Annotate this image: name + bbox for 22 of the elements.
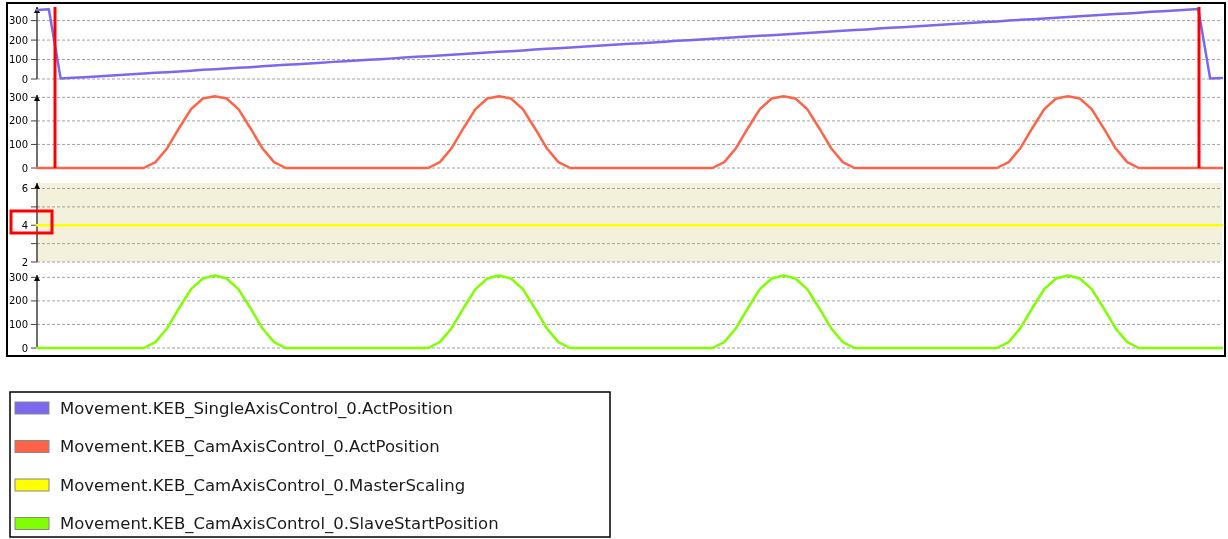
y-tick-label: 0 xyxy=(21,162,28,174)
legend-label: Movement.KEB_CamAxisControl_0.ActPosition xyxy=(60,437,440,458)
line-series xyxy=(35,274,1224,350)
y-tick-label: 200 xyxy=(8,115,28,127)
legend-label: Movement.KEB_CamAxisControl_0.SlaveStartPosition xyxy=(60,514,499,535)
y-tick-label: 300 xyxy=(8,15,28,27)
y-tick-label: 2 xyxy=(21,256,28,268)
y-tick-label: 0 xyxy=(21,73,28,85)
y-tick-label: 200 xyxy=(8,295,28,307)
y-tick-label: 6 xyxy=(21,183,28,195)
y-tick-label: 4 xyxy=(21,219,28,231)
line-series xyxy=(34,7,1224,80)
y-tick-label: 100 xyxy=(8,138,28,150)
y-tick-label: 300 xyxy=(8,271,28,283)
y-tick-label: 300 xyxy=(8,91,28,103)
y-tick-label: 100 xyxy=(8,318,28,330)
legend-label: Movement.KEB_SingleAxisControl_0.ActPosition xyxy=(60,398,453,419)
legend-label: Movement.KEB_CamAxisControl_0.MasterScaling xyxy=(60,475,466,496)
y-tick-label: 100 xyxy=(8,54,28,66)
y-tick-label: 200 xyxy=(8,34,28,46)
y-tick-label: 0 xyxy=(21,342,28,354)
line-series xyxy=(35,94,1224,170)
